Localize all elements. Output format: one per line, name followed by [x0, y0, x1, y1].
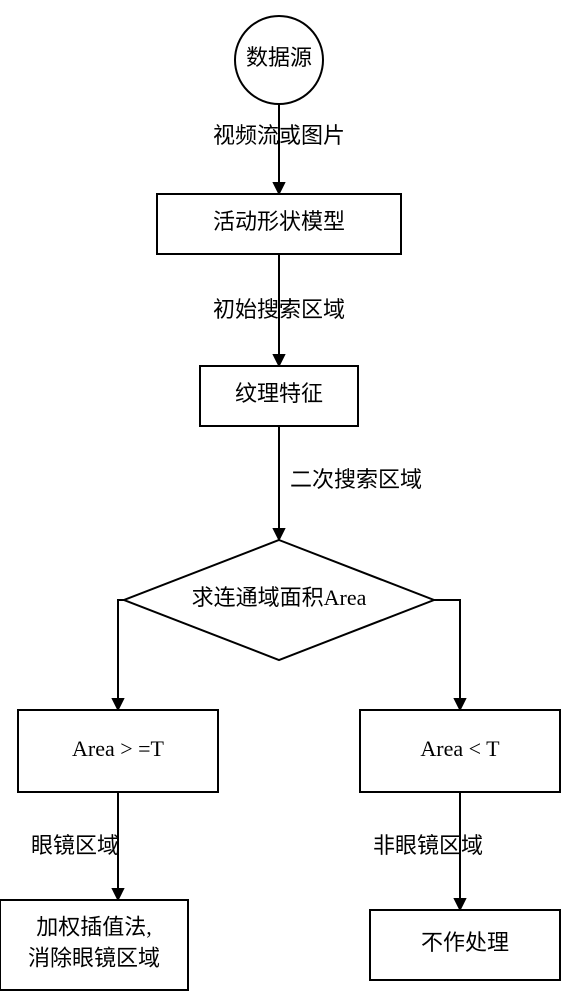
edge-label: 非眼镜区域 — [373, 833, 483, 858]
svg-text:数据源: 数据源 — [246, 45, 312, 70]
node-left_result: 加权插值法, 消除眼镜区域 — [0, 900, 188, 990]
node-left_cond: Area > =T — [18, 710, 218, 792]
svg-text:纹理特征: 纹理特征 — [235, 381, 323, 406]
node-right_cond: Area < T — [360, 710, 560, 792]
edge-label: 初始搜索区域 — [213, 297, 345, 322]
flow-edge — [118, 600, 124, 710]
node-right_result: 不作处理 — [370, 910, 560, 980]
svg-text:活动形状模型: 活动形状模型 — [213, 209, 345, 234]
node-source: 数据源 — [235, 16, 323, 104]
edge-label: 眼镜区域 — [31, 833, 119, 858]
node-asm: 活动形状模型 — [157, 194, 401, 254]
svg-text:不作处理: 不作处理 — [421, 930, 509, 955]
edge-label: 视频流或图片 — [213, 123, 345, 148]
edge-label: 二次搜索区域 — [290, 467, 422, 492]
node-texture: 纹理特征 — [200, 366, 358, 426]
svg-text:消除眼镜区域: 消除眼镜区域 — [28, 945, 160, 970]
flow-edge — [434, 600, 460, 710]
node-decision: 求连通域面积Area — [124, 540, 434, 660]
svg-text:求连通域面积Area: 求连通域面积Area — [192, 585, 367, 610]
svg-text:Area > =T: Area > =T — [72, 736, 165, 761]
svg-text:加权插值法,: 加权插值法, — [36, 915, 152, 940]
svg-text:Area < T: Area < T — [420, 736, 500, 761]
